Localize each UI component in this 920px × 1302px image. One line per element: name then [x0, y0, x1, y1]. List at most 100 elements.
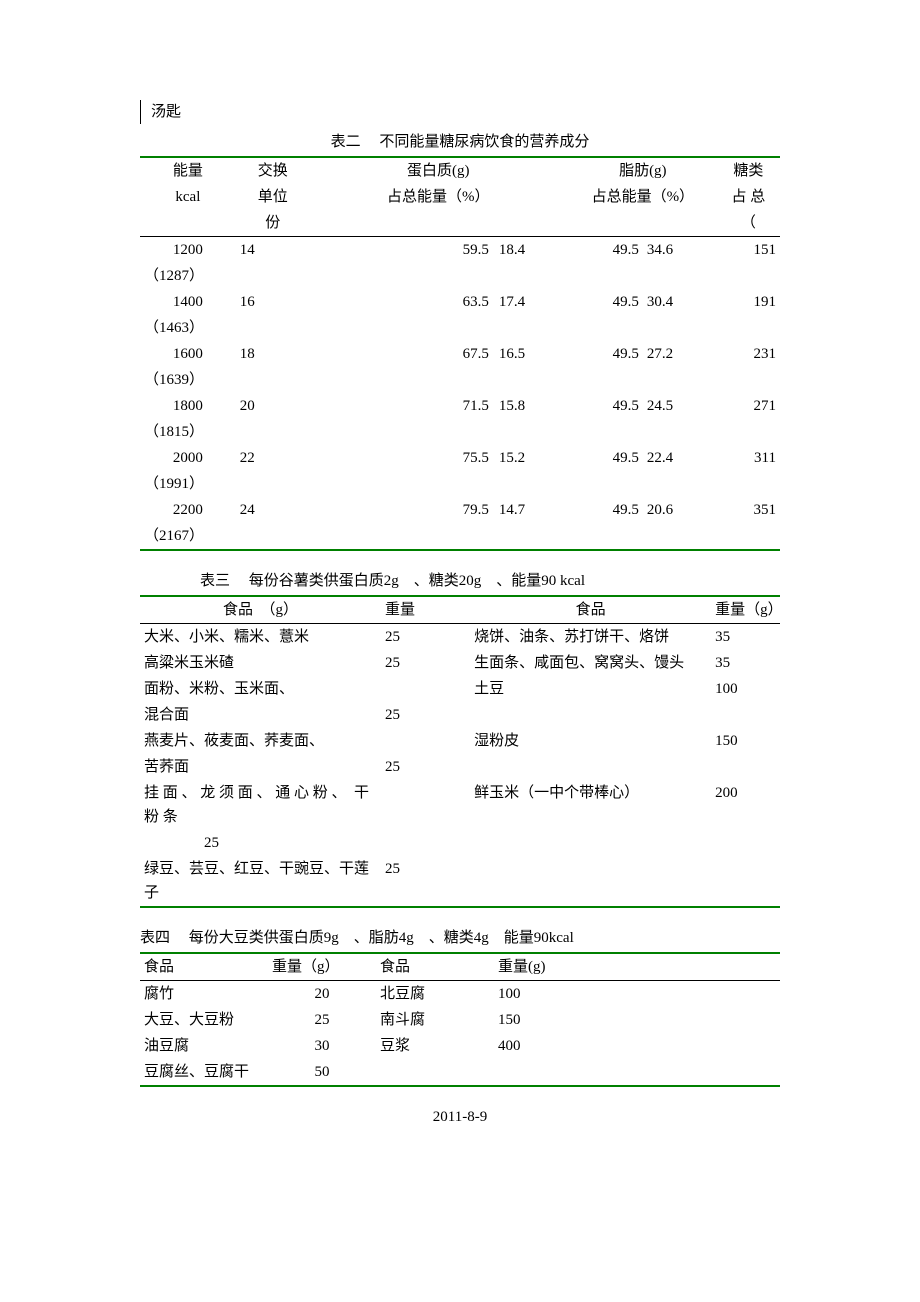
t2-h-protein1: 蛋白质(g): [310, 157, 569, 184]
t2-protein-pct: 17.4: [495, 289, 569, 315]
t3-food-r: 烧饼、油条、苏打饼干、烙饼: [470, 624, 711, 651]
t2-h-carb1: 糖类: [717, 157, 780, 184]
t3-weight-l: 25: [381, 754, 470, 780]
t4-weight-r: [494, 1059, 622, 1086]
t3-weight-r: [711, 830, 780, 856]
t3-weight-l: 25: [381, 624, 470, 651]
t3-weight-r: 35: [711, 624, 780, 651]
t2-exchange: 24: [236, 497, 310, 523]
t2-energy-paren: （1287）: [140, 263, 236, 289]
table-row: 大豆、大豆粉25南斗腐150: [140, 1007, 780, 1033]
t2-fat-pct: 27.2: [643, 341, 717, 367]
t4-weight-l: 50: [268, 1059, 376, 1086]
t2-energy: 1400: [140, 289, 236, 315]
table-row: 12001459.518.449.534.6151: [140, 237, 780, 264]
table3: 食品 （g） 重量 食品 重量（g） 大米、小米、糯米、薏米25烧饼、油条、苏打…: [140, 595, 780, 908]
t4-weight-r: 400: [494, 1033, 622, 1059]
table4: 食品 重量（g） 食品 重量(g) 腐竹20北豆腐100大豆、大豆粉25南斗腐1…: [140, 952, 780, 1087]
table3-title: 表三 每份谷薯类供蛋白质2g 、糖类20g 、能量90 kcal: [140, 569, 780, 593]
t4-weight-r: 150: [494, 1007, 622, 1033]
t2-energy: 2200: [140, 497, 236, 523]
t2-h-carb2: 占 总: [717, 184, 780, 210]
table-row: 18002071.515.849.524.5271: [140, 393, 780, 419]
table-row: 面粉、米粉、玉米面、 土豆100: [140, 676, 780, 702]
table-row: 油豆腐30豆浆400: [140, 1033, 780, 1059]
t3-food-r: 土豆: [470, 676, 711, 702]
t3-weight-r: 200: [711, 780, 780, 830]
t4-food-l: 腐竹: [140, 981, 268, 1008]
t4-h-weightl: 重量（g）: [268, 953, 376, 981]
table-row: （1991）: [140, 471, 780, 497]
t2-energy: 1600: [140, 341, 236, 367]
t2-protein-g: 79.5: [310, 497, 495, 523]
table-row: （1815）: [140, 419, 780, 445]
t2-protein-pct: 14.7: [495, 497, 569, 523]
t2-energy: 2000: [140, 445, 236, 471]
t2-fat-pct: 22.4: [643, 445, 717, 471]
t3-weight-r: [711, 702, 780, 728]
t3-food-l: 大米、小米、糯米、薏米: [140, 624, 381, 651]
fragment-top-text: 汤匙: [151, 104, 181, 120]
t2-fat-g: 49.5: [569, 393, 643, 419]
t3-food-l: 苦荞面: [140, 754, 381, 780]
t2-h-exchange3: 份: [236, 210, 310, 237]
t3-food-l: 高粱米玉米碴: [140, 650, 381, 676]
t2-exchange: 20: [236, 393, 310, 419]
t2-exchange: 18: [236, 341, 310, 367]
t3-food-l: 挂 面 、 龙 须 面 、 通 心 粉 、 干 粉 条: [140, 780, 381, 830]
t3-weight-r: 150: [711, 728, 780, 754]
table-row: 豆腐丝、豆腐干50: [140, 1059, 780, 1086]
t4-food-r: 南斗腐: [376, 1007, 494, 1033]
table-row: 16001867.516.549.527.2231: [140, 341, 780, 367]
t2-protein-pct: 15.8: [495, 393, 569, 419]
t3-food-l: 面粉、米粉、玉米面、: [140, 676, 381, 702]
t3-weight-l: 25: [381, 650, 470, 676]
table2: 能量 交换 蛋白质(g) 脂肪(g) 糖类 kcal 单位 占总能量（%） 占总…: [140, 156, 780, 551]
t3-h-weightl: 重量: [381, 596, 470, 624]
t4-h-foodr: 食品: [376, 953, 494, 981]
t3-h-foodr: 食品: [470, 596, 711, 624]
t3-food-r: 湿粉皮: [470, 728, 711, 754]
table-row: 14001663.517.449.530.4191: [140, 289, 780, 315]
table-row: 25: [140, 830, 780, 856]
t2-protein-g: 59.5: [310, 237, 495, 264]
t2-fat-g: 49.5: [569, 237, 643, 264]
t4-h-foodl: 食品: [140, 953, 268, 981]
t2-energy: 1800: [140, 393, 236, 419]
t4-food-r: 豆浆: [376, 1033, 494, 1059]
t2-h-energy2: kcal: [140, 184, 236, 210]
table-row: 苦荞面25: [140, 754, 780, 780]
t2-carb-g: 191: [717, 289, 780, 315]
t3-food-r: [470, 754, 711, 780]
t4-food-l: 油豆腐: [140, 1033, 268, 1059]
t2-fat-pct: 30.4: [643, 289, 717, 315]
t3-weight-l: [381, 830, 470, 856]
t3-h-weightr: 重量（g）: [711, 596, 780, 624]
t2-h-fat2: 占总能量（%）: [569, 184, 717, 210]
t4-weight-r: 100: [494, 981, 622, 1008]
t2-carb-g: 351: [717, 497, 780, 523]
t2-h-exchange1: 交换: [236, 157, 310, 184]
table-row: （1287）: [140, 263, 780, 289]
t2-energy-paren: （1815）: [140, 419, 236, 445]
t3-weight-l: [381, 728, 470, 754]
table-row: 腐竹20北豆腐100: [140, 981, 780, 1008]
table-row: 大米、小米、糯米、薏米25烧饼、油条、苏打饼干、烙饼35: [140, 624, 780, 651]
t3-weight-l: [381, 780, 470, 830]
t3-food-r: 生面条、咸面包、窝窝头、馒头: [470, 650, 711, 676]
t3-weight-r: 100: [711, 676, 780, 702]
t3-weight-r: [711, 856, 780, 907]
t2-energy: 1200: [140, 237, 236, 264]
t2-carb-g: 151: [717, 237, 780, 264]
t2-energy-paren: （1639）: [140, 367, 236, 393]
t3-food-r: 鲜玉米（一中个带棒心）: [470, 780, 711, 830]
t2-exchange: 22: [236, 445, 310, 471]
t3-food-r: [470, 830, 711, 856]
table-row: 燕麦片、莜麦面、荞麦面、湿粉皮150: [140, 728, 780, 754]
t2-protein-g: 63.5: [310, 289, 495, 315]
table-row: 20002275.515.249.522.4311: [140, 445, 780, 471]
t3-food-r: [470, 856, 711, 907]
t2-exchange: 14: [236, 237, 310, 264]
t2-fat-pct: 24.5: [643, 393, 717, 419]
t2-protein-pct: 15.2: [495, 445, 569, 471]
